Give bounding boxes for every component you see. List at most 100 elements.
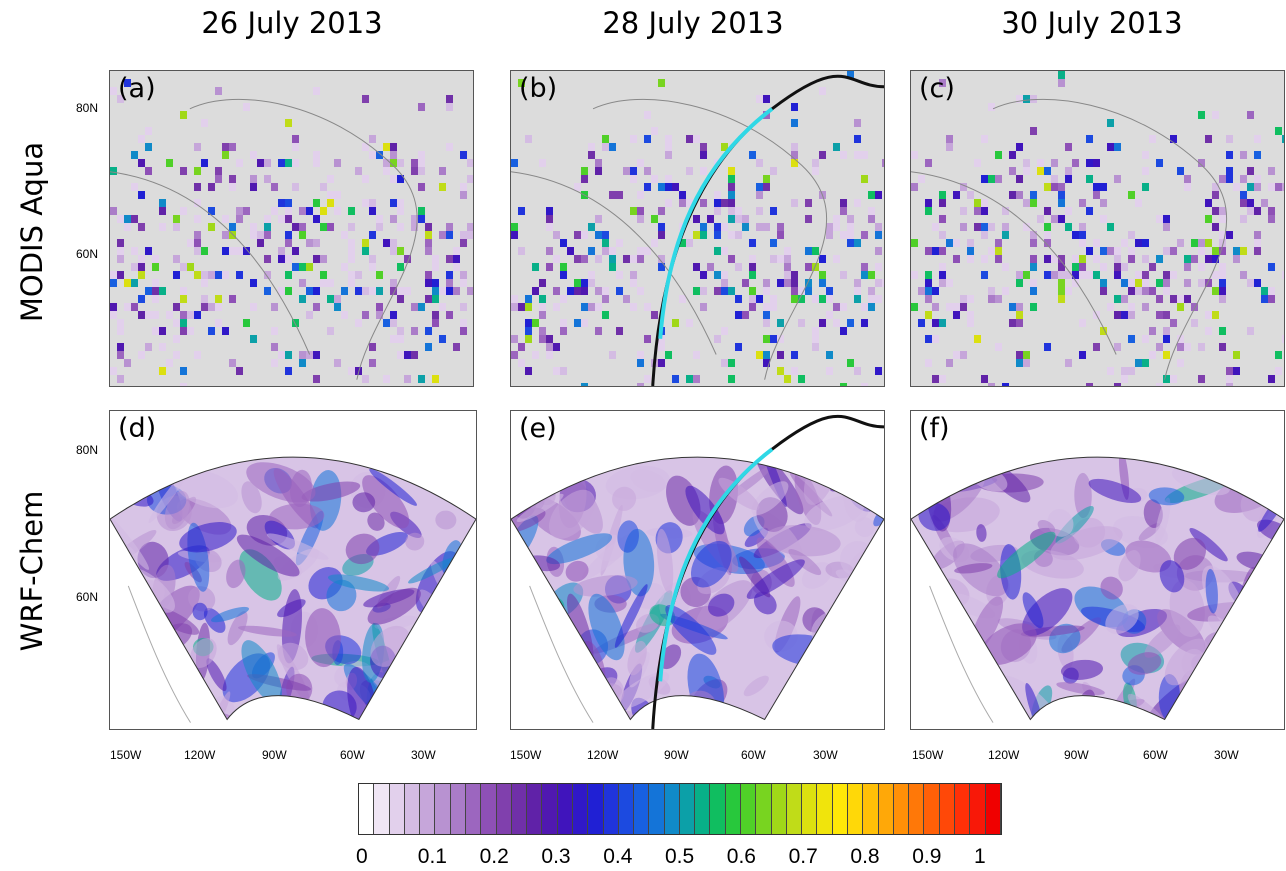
panel-label-f: (f) bbox=[919, 413, 950, 444]
aod-pixel bbox=[1030, 95, 1037, 103]
aod-pixel bbox=[784, 279, 791, 287]
aod-pixel bbox=[1114, 311, 1121, 319]
plume-blob bbox=[435, 510, 457, 530]
aod-pixel bbox=[1023, 271, 1030, 279]
plume-blob bbox=[1088, 478, 1142, 503]
aod-pixel bbox=[953, 255, 960, 263]
aod-pixel bbox=[1177, 359, 1184, 367]
aod-pixel bbox=[946, 239, 953, 247]
aod-pixel bbox=[939, 279, 946, 287]
aod-pixel bbox=[1177, 343, 1184, 351]
aod-pixel bbox=[1065, 167, 1072, 175]
aod-pixel bbox=[581, 383, 588, 386]
colorbar-tick-label: 0 bbox=[356, 845, 368, 868]
aod-pixel bbox=[1240, 247, 1247, 255]
aod-pixel bbox=[250, 231, 257, 239]
map-canvas-a bbox=[110, 71, 473, 386]
aod-pixel bbox=[1254, 175, 1261, 183]
aod-pixel bbox=[946, 135, 953, 143]
aod-pixel bbox=[763, 335, 770, 343]
aod-pixel bbox=[376, 151, 383, 159]
aod-pixel bbox=[840, 207, 847, 215]
aod-pixel bbox=[1184, 175, 1191, 183]
aod-pixel bbox=[425, 295, 432, 303]
aod-pixel bbox=[292, 183, 299, 191]
aod-pixel bbox=[911, 151, 918, 159]
aod-pixel bbox=[925, 271, 932, 279]
aod-pixel bbox=[658, 223, 665, 231]
aod-pixel bbox=[651, 239, 658, 247]
aod-pixel bbox=[967, 247, 974, 255]
aod-pixel bbox=[383, 143, 390, 151]
aod-pixel bbox=[369, 359, 376, 367]
aod-pixel bbox=[285, 199, 292, 207]
aod-pixel bbox=[574, 183, 581, 191]
aod-pixel bbox=[511, 223, 518, 231]
aod-pixel bbox=[546, 351, 553, 359]
aod-pixel bbox=[1198, 279, 1205, 287]
aod-pixel bbox=[588, 279, 595, 287]
aod-pixel bbox=[932, 375, 939, 383]
aod-pixel bbox=[285, 351, 292, 359]
aod-pixel bbox=[539, 279, 546, 287]
aod-pixel bbox=[320, 183, 327, 191]
aod-pixel bbox=[630, 167, 637, 175]
aod-pixel bbox=[1079, 319, 1086, 327]
plume-blob bbox=[997, 531, 1056, 579]
aod-pixel bbox=[376, 311, 383, 319]
aod-pixel bbox=[229, 183, 236, 191]
aod-pixel bbox=[229, 175, 236, 183]
aod-pixel bbox=[215, 175, 222, 183]
aod-pixel bbox=[439, 183, 446, 191]
aod-pixel bbox=[826, 231, 833, 239]
aod-pixel bbox=[453, 255, 460, 263]
aod-pixel bbox=[348, 367, 355, 375]
aod-pixel bbox=[201, 247, 208, 255]
plume-blob bbox=[431, 684, 457, 720]
aod-pixel bbox=[581, 255, 588, 263]
aod-pixel bbox=[187, 311, 194, 319]
aod-pixel bbox=[981, 255, 988, 263]
aod-pixel bbox=[644, 135, 651, 143]
aod-pixel bbox=[967, 255, 974, 263]
aod-pixel bbox=[1212, 191, 1219, 199]
aod-pixel bbox=[1044, 167, 1051, 175]
aod-pixel bbox=[250, 183, 257, 191]
aod-pixel bbox=[714, 231, 721, 239]
lon-label-120w-1: 120W bbox=[184, 748, 216, 762]
aod-pixel bbox=[1282, 183, 1284, 191]
aod-pixel bbox=[1142, 287, 1149, 295]
aod-pixel bbox=[299, 351, 306, 359]
plume-blob bbox=[533, 653, 571, 687]
aod-pixel bbox=[222, 215, 229, 223]
aod-pixel bbox=[574, 319, 581, 327]
aod-pixel bbox=[546, 343, 553, 351]
aod-pixel bbox=[721, 199, 728, 207]
aod-pixel bbox=[313, 303, 320, 311]
plume-blob bbox=[617, 520, 639, 553]
aod-pixel bbox=[637, 191, 644, 199]
aod-pixel bbox=[1072, 159, 1079, 167]
aod-pixel bbox=[1051, 175, 1058, 183]
plume-blob bbox=[110, 558, 125, 584]
plume-blob bbox=[911, 650, 954, 669]
aod-pixel bbox=[390, 199, 397, 207]
aod-pixel bbox=[1205, 135, 1212, 143]
aod-pixel bbox=[1268, 215, 1275, 223]
aod-pixel bbox=[208, 207, 215, 215]
aod-pixel bbox=[932, 319, 939, 327]
aod-pixel bbox=[1205, 239, 1212, 247]
aod-pixel bbox=[777, 367, 784, 375]
aod-pixel bbox=[1002, 207, 1009, 215]
aod-pixel bbox=[215, 295, 222, 303]
plume-blob bbox=[239, 549, 282, 601]
aod-pixel bbox=[637, 287, 644, 295]
aod-pixel bbox=[180, 111, 187, 119]
plume-blob bbox=[179, 522, 237, 553]
aod-pixel bbox=[1212, 287, 1219, 295]
aod-pixel bbox=[1114, 247, 1121, 255]
aod-pixel bbox=[1107, 143, 1114, 151]
row-title-wrf: WRF-Chem bbox=[15, 490, 49, 652]
aod-pixel bbox=[763, 183, 770, 191]
plume-blob bbox=[544, 645, 575, 666]
